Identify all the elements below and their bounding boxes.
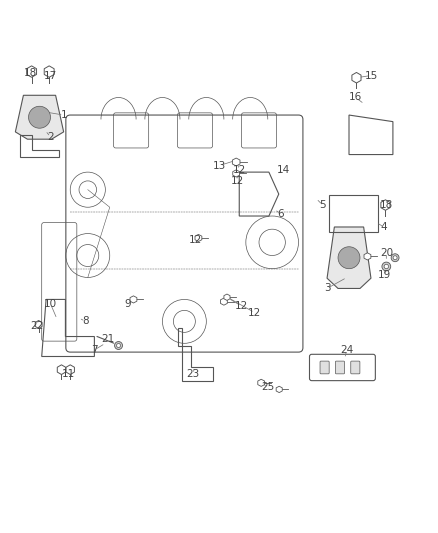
Text: 12: 12: [188, 235, 201, 245]
Text: 14: 14: [276, 165, 289, 175]
Text: 10: 10: [44, 299, 57, 309]
Polygon shape: [363, 253, 370, 260]
Polygon shape: [27, 66, 36, 77]
Polygon shape: [15, 95, 64, 139]
Text: 12: 12: [247, 308, 261, 318]
Text: 12: 12: [234, 301, 247, 311]
Polygon shape: [57, 365, 66, 375]
Polygon shape: [35, 320, 42, 328]
Circle shape: [392, 256, 396, 260]
Text: 12: 12: [230, 176, 243, 186]
Text: 13: 13: [212, 160, 226, 171]
Text: 25: 25: [261, 382, 274, 392]
Text: 2: 2: [47, 132, 54, 142]
Circle shape: [117, 344, 120, 348]
Text: 5: 5: [318, 200, 325, 210]
Polygon shape: [130, 296, 137, 303]
Polygon shape: [380, 200, 389, 211]
Polygon shape: [257, 379, 264, 386]
Text: 1: 1: [60, 110, 67, 120]
Circle shape: [381, 262, 390, 271]
Text: 18: 18: [24, 68, 37, 78]
Text: 23: 23: [186, 369, 199, 379]
Polygon shape: [220, 298, 227, 305]
Circle shape: [390, 254, 398, 262]
Text: 20: 20: [379, 248, 392, 259]
Polygon shape: [232, 170, 239, 177]
Polygon shape: [276, 386, 282, 393]
Text: 21: 21: [101, 334, 114, 344]
Text: 22: 22: [31, 321, 44, 331]
Polygon shape: [326, 227, 370, 288]
Text: 24: 24: [339, 345, 353, 355]
Text: 9: 9: [124, 299, 131, 309]
Text: 12: 12: [232, 165, 245, 175]
Polygon shape: [351, 72, 360, 83]
Polygon shape: [194, 235, 201, 241]
FancyBboxPatch shape: [319, 361, 328, 374]
Circle shape: [383, 264, 388, 269]
Text: 3: 3: [323, 284, 330, 294]
Text: 11: 11: [61, 369, 74, 379]
Text: 15: 15: [364, 70, 377, 80]
Text: 7: 7: [91, 345, 98, 355]
Polygon shape: [223, 294, 230, 301]
FancyBboxPatch shape: [350, 361, 359, 374]
Text: 8: 8: [82, 317, 89, 326]
Text: 17: 17: [44, 70, 57, 80]
Text: 19: 19: [377, 270, 390, 280]
Polygon shape: [44, 66, 54, 77]
Text: 6: 6: [277, 209, 284, 219]
Text: 18: 18: [379, 200, 392, 210]
Polygon shape: [66, 365, 74, 375]
Circle shape: [114, 342, 122, 350]
Circle shape: [337, 247, 359, 269]
Circle shape: [28, 106, 50, 128]
Text: 16: 16: [348, 93, 361, 102]
FancyBboxPatch shape: [335, 361, 344, 374]
Text: 4: 4: [380, 222, 387, 232]
Polygon shape: [232, 158, 240, 166]
